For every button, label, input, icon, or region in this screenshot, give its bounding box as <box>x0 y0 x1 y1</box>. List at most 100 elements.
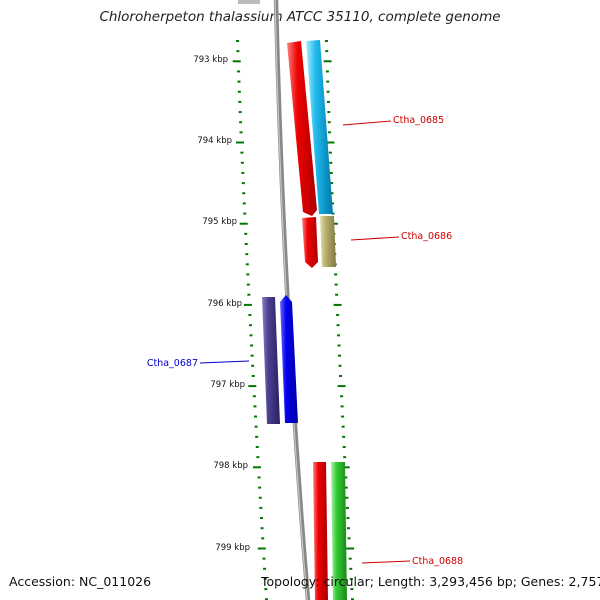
scale-minor-tick <box>243 212 247 215</box>
scale-minor-tick <box>237 90 241 93</box>
label-leader-ctha-0685 <box>342 120 392 126</box>
scale-major-tick <box>326 141 335 144</box>
scale-minor-tick <box>327 121 331 124</box>
gene-label-ctha-0688[interactable]: Ctha_0688 <box>412 556 463 567</box>
scale-minor-tick <box>326 80 330 83</box>
scale-label-797: 797 kbp <box>210 380 245 390</box>
scale-label-799: 799 kbp <box>215 543 250 553</box>
scale-major-tick <box>346 547 355 550</box>
scale-minor-tick <box>334 273 338 276</box>
scale-minor-tick <box>260 527 264 530</box>
scale-major-tick <box>252 466 261 469</box>
scale-minor-tick <box>261 537 265 540</box>
scale-minor-tick <box>324 40 328 42</box>
scale-minor-tick <box>246 273 250 276</box>
scale-minor-tick <box>326 90 330 93</box>
scale-minor-tick <box>329 171 333 174</box>
scale-minor-tick <box>240 161 244 164</box>
scale-minor-tick <box>242 192 246 195</box>
topology-text: Topology: circular; Length: 3,293,456 bp… <box>261 574 600 589</box>
scale-major-tick <box>248 385 257 388</box>
label-leader-ctha-0688 <box>361 560 411 564</box>
scale-minor-tick <box>328 131 332 134</box>
scale-minor-tick <box>264 598 268 600</box>
scale-minor-tick <box>254 415 258 418</box>
scale-minor-tick <box>258 486 262 489</box>
gene-label-ctha-0686[interactable]: Ctha_0686 <box>401 231 452 242</box>
scale-minor-tick <box>340 395 344 398</box>
scale-minor-tick <box>350 588 354 591</box>
gene-feature-khaki[interactable] <box>320 216 336 267</box>
scale-minor-tick <box>258 496 262 499</box>
scale-minor-tick <box>247 293 251 296</box>
scale-minor-tick <box>341 415 345 418</box>
scale-minor-tick <box>329 161 333 164</box>
scale-minor-tick <box>347 527 351 530</box>
scale-minor-tick <box>238 111 242 114</box>
gene-feature-red-upper[interactable] <box>287 41 317 216</box>
label-leader-ctha-0687 <box>199 360 250 364</box>
scale-minor-tick <box>337 334 341 337</box>
scale-minor-tick <box>250 344 254 347</box>
scale-minor-tick <box>251 374 255 377</box>
scale-minor-tick <box>345 506 349 509</box>
scale-minor-tick <box>246 283 250 286</box>
scale-minor-tick <box>245 263 249 266</box>
scale-minor-tick <box>259 517 263 520</box>
gene-feature-indigo[interactable] <box>262 297 280 424</box>
scale-minor-tick <box>349 567 353 570</box>
scale-minor-tick <box>336 314 340 317</box>
gene-feature-blue[interactable] <box>280 295 298 423</box>
scale-minor-tick <box>347 537 351 540</box>
scale-major-tick <box>243 303 252 306</box>
scale-major-tick <box>323 60 332 63</box>
scale-minor-tick <box>251 364 255 367</box>
scale-minor-tick <box>255 435 259 438</box>
scale-minor-tick <box>256 456 260 459</box>
scale-minor-tick <box>252 395 256 398</box>
backbone-stub <box>238 0 260 4</box>
scale-minor-tick <box>236 40 240 42</box>
scale-minor-tick <box>341 425 345 428</box>
gene-feature-cyan[interactable] <box>306 40 333 214</box>
scale-minor-tick <box>257 476 261 479</box>
scale-minor-tick <box>244 232 248 235</box>
scale-minor-tick <box>337 344 341 347</box>
scale-minor-tick <box>348 557 352 560</box>
label-leader-ctha-0686 <box>350 236 400 241</box>
scale-minor-tick <box>334 283 338 286</box>
scale-minor-tick <box>345 496 349 499</box>
scale-major-tick <box>337 385 346 388</box>
scale-minor-tick <box>346 517 350 520</box>
gene-feature-red-lower[interactable] <box>313 462 328 600</box>
scale-minor-tick <box>325 50 329 53</box>
scale-minor-tick <box>241 171 245 174</box>
scale-minor-tick <box>253 405 257 408</box>
scale-minor-tick <box>340 405 344 408</box>
scale-minor-tick <box>344 476 348 479</box>
scale-minor-tick <box>330 182 334 185</box>
scale-label-796: 796 kbp <box>207 299 242 309</box>
scale-minor-tick <box>338 354 342 357</box>
gene-feature-red-middle[interactable] <box>302 217 318 268</box>
scale-minor-tick <box>255 446 259 448</box>
gene-label-ctha-0685[interactable]: Ctha_0685 <box>393 115 444 126</box>
scale-minor-tick <box>239 131 243 134</box>
scale-label-795: 795 kbp <box>202 217 237 227</box>
scale-minor-tick <box>338 364 342 367</box>
gene-feature-green[interactable] <box>331 462 347 600</box>
scale-minor-tick <box>330 202 334 205</box>
scale-minor-tick <box>336 324 340 327</box>
accession-text: Accession: NC_011026 <box>9 574 152 589</box>
scale-ticks-left <box>232 40 268 600</box>
scale-minor-tick <box>342 435 346 438</box>
scale-minor-tick <box>263 567 267 570</box>
scale-minor-tick <box>254 425 258 428</box>
gene-label-ctha-0687[interactable]: Ctha_0687 <box>147 358 198 369</box>
scale-minor-tick <box>245 253 249 256</box>
scale-minor-tick <box>328 151 332 154</box>
scale-major-tick <box>341 466 350 469</box>
scale-major-tick <box>257 547 266 550</box>
scale-minor-tick <box>250 354 254 357</box>
